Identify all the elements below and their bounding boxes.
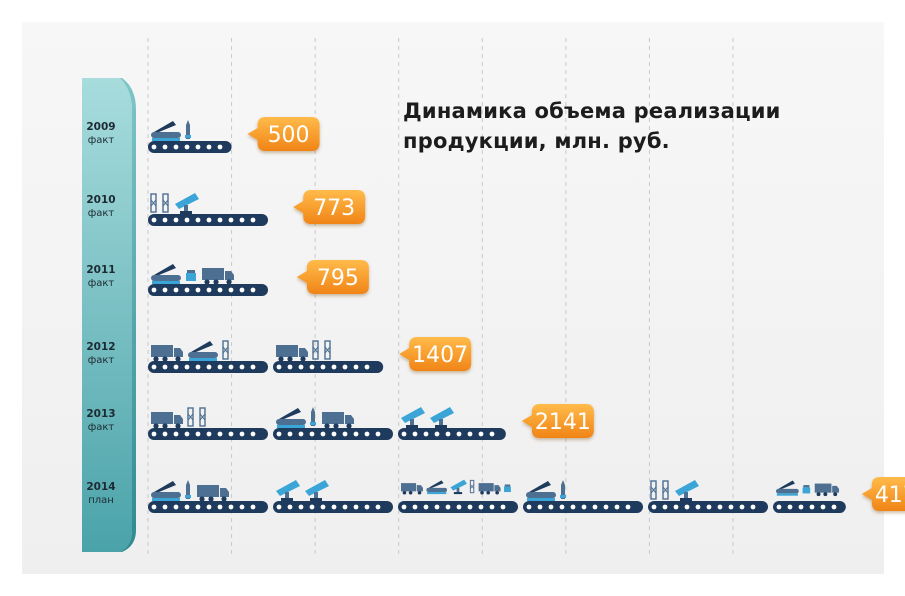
grid bbox=[147, 38, 734, 556]
tower-icon bbox=[324, 340, 331, 360]
status-label: факт bbox=[88, 135, 115, 146]
year-label: 2012 bbox=[86, 341, 115, 353]
crate-icon bbox=[802, 485, 811, 494]
conveyor-segment bbox=[398, 479, 518, 513]
value-badge: 773 bbox=[293, 190, 366, 224]
value-badge: 500 bbox=[247, 117, 320, 151]
conveyor-segment bbox=[523, 480, 643, 513]
value-label: 500 bbox=[268, 123, 310, 148]
year-label: 2011 bbox=[86, 264, 115, 276]
tower-icon bbox=[162, 193, 169, 213]
axis-pillar bbox=[82, 78, 132, 552]
value-label: 795 bbox=[317, 266, 359, 291]
status-label: факт bbox=[88, 208, 115, 219]
status-label: факт bbox=[88, 355, 115, 366]
radar-icon bbox=[175, 193, 199, 214]
tower-icon bbox=[222, 340, 229, 360]
value-label: 1407 bbox=[412, 343, 468, 368]
bar: 795 bbox=[148, 260, 369, 296]
crate-icon bbox=[504, 484, 511, 493]
value-badge: 2141 bbox=[521, 404, 594, 438]
launcher-icon bbox=[188, 341, 218, 361]
missile-icon bbox=[185, 480, 191, 499]
radar-icon bbox=[430, 407, 454, 428]
conveyor-segment bbox=[148, 264, 268, 296]
launcher-icon bbox=[151, 264, 181, 284]
bar: 4175 bbox=[148, 477, 905, 513]
value-label: 4175 bbox=[875, 483, 905, 508]
bar: 773 bbox=[148, 190, 366, 226]
tower-icon bbox=[469, 479, 475, 494]
missile-icon bbox=[560, 480, 566, 499]
truck-icon bbox=[478, 483, 501, 495]
conveyor-segment bbox=[648, 480, 768, 513]
value-badge: 1407 bbox=[399, 337, 472, 371]
chart-title-text: Динамика объема реализации продукции, млн… bbox=[403, 99, 781, 153]
radar-icon bbox=[675, 480, 699, 501]
tower-icon bbox=[312, 340, 319, 360]
year-label: 2010 bbox=[86, 194, 115, 206]
status-label: план bbox=[88, 495, 114, 506]
launcher-icon bbox=[426, 480, 448, 495]
radar-icon bbox=[305, 480, 329, 501]
conveyor-segment bbox=[398, 407, 506, 440]
year-label: 2009 bbox=[86, 121, 115, 133]
tower-icon bbox=[662, 480, 669, 500]
truck-icon bbox=[814, 483, 840, 497]
conveyor-segment bbox=[148, 340, 268, 373]
status-label: факт bbox=[88, 422, 115, 433]
launcher-icon bbox=[151, 481, 181, 501]
tower-icon bbox=[650, 480, 657, 500]
year-label: 2014 bbox=[86, 481, 115, 493]
tower-icon bbox=[199, 407, 206, 427]
chart-area bbox=[22, 22, 884, 574]
launcher-icon bbox=[151, 121, 181, 141]
bar: 500 bbox=[148, 117, 320, 153]
tower-icon bbox=[150, 193, 157, 213]
bars: 500 773 795 1407 2141 4175 bbox=[148, 117, 905, 513]
missile-icon bbox=[310, 407, 316, 426]
truck-icon bbox=[151, 345, 183, 362]
radar-icon bbox=[450, 479, 467, 495]
value-badge: 4175 bbox=[861, 477, 905, 511]
conveyor-segment bbox=[273, 407, 393, 440]
truck-icon bbox=[322, 412, 354, 429]
launcher-icon bbox=[526, 481, 556, 501]
chart-title: Динамика объема реализации продукции, млн… bbox=[403, 96, 823, 156]
conveyor-segment bbox=[148, 120, 232, 153]
bar: 1407 bbox=[148, 337, 472, 373]
missile-icon bbox=[185, 120, 191, 139]
value-badge: 795 bbox=[296, 260, 369, 294]
conveyor-segment bbox=[148, 480, 268, 513]
crate-icon bbox=[186, 270, 196, 281]
conveyor-segment bbox=[273, 340, 384, 373]
truck-icon bbox=[202, 268, 234, 285]
conveyor-segment bbox=[773, 480, 846, 513]
truck-icon bbox=[151, 412, 183, 429]
launcher-icon bbox=[276, 408, 306, 428]
truck-icon bbox=[276, 345, 308, 362]
conveyor-segment bbox=[273, 480, 393, 513]
truck-icon bbox=[401, 483, 423, 495]
conveyor-segment bbox=[148, 407, 268, 440]
value-label: 2141 bbox=[535, 410, 591, 435]
conveyor-segment bbox=[148, 193, 268, 226]
radar-icon bbox=[276, 480, 300, 501]
status-label: факт bbox=[88, 278, 115, 289]
year-axis: 2009 факт 2010 факт 2011 факт 2012 факт 2013 факт… bbox=[82, 78, 136, 552]
year-label: 2013 bbox=[86, 408, 115, 420]
radar-icon bbox=[401, 407, 425, 428]
bar: 2141 bbox=[148, 404, 594, 440]
launcher-icon bbox=[776, 480, 799, 496]
value-label: 773 bbox=[313, 196, 355, 221]
tower-icon bbox=[187, 407, 194, 427]
truck-icon bbox=[197, 485, 229, 502]
axis-pillar-edge bbox=[120, 78, 136, 552]
